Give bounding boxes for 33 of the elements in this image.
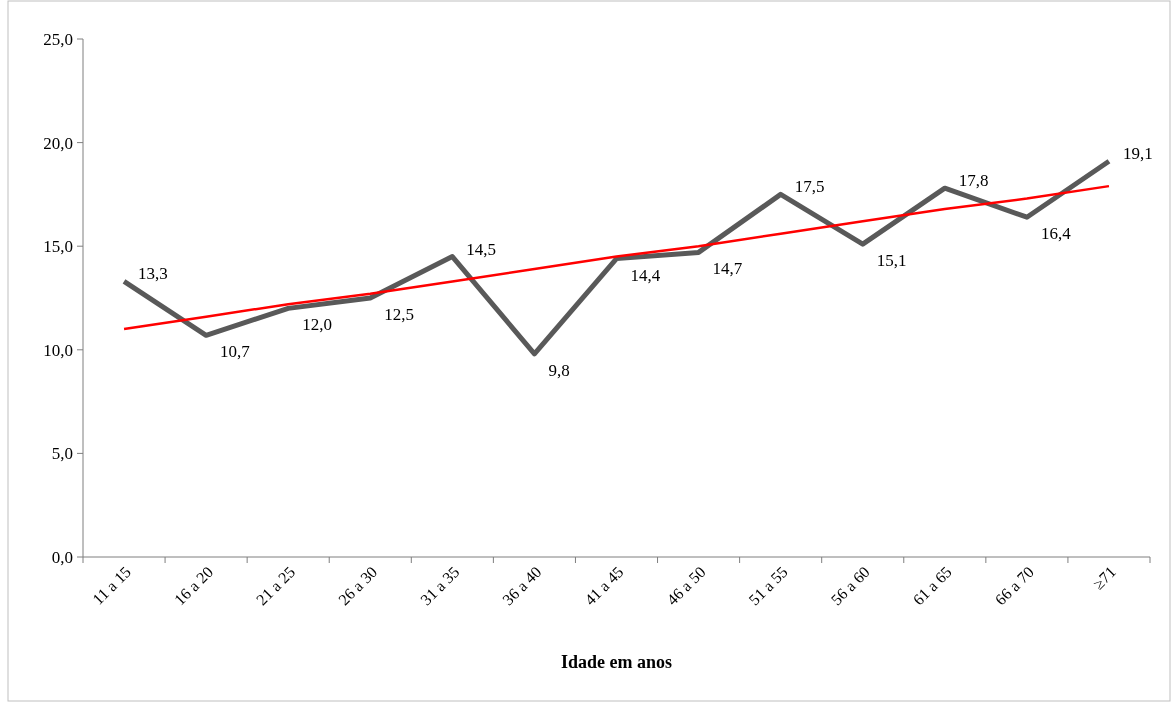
y-tick-label: 20,0 (43, 133, 73, 153)
x-tick-label: 36 a 40 (499, 563, 545, 609)
data-label: 16,4 (1040, 224, 1072, 244)
data-label: 13,3 (138, 264, 168, 284)
y-tick-label: 0,0 (51, 547, 73, 567)
x-tick-label: 66 a 70 (991, 563, 1037, 609)
x-tick-label: 11 a 15 (89, 563, 135, 608)
x-tick-label: 51 a 55 (745, 563, 791, 609)
data-label: 14,7 (712, 259, 743, 279)
x-tick-label: ≥71 (1089, 563, 1120, 593)
data-label: 12,0 (302, 315, 332, 335)
y-tick-label: 5,0 (51, 444, 73, 464)
data-label: 10,7 (220, 342, 251, 362)
x-tick-label: 61 a 65 (909, 563, 955, 609)
x-tick-label: 46 a 50 (663, 563, 709, 609)
data-label: 17,5 (794, 177, 825, 197)
data-label: 15,1 (876, 251, 907, 271)
x-tick-label: 56 a 60 (827, 563, 873, 609)
x-tick-label: 31 a 35 (417, 563, 463, 609)
x-tick-label: 26 a 30 (335, 563, 381, 609)
data-label: 17,8 (958, 171, 989, 191)
data-label: 9,8 (548, 360, 570, 380)
x-tick-label: 41 a 45 (581, 563, 627, 609)
data-label: 14,4 (630, 265, 661, 285)
y-tick-label: 10,0 (43, 340, 73, 360)
data-label: 12,5 (384, 305, 415, 324)
data-label: 19,1 (1122, 144, 1153, 164)
data-label: 14,5 (466, 239, 497, 259)
x-axis-title: Idade em anos (560, 652, 673, 672)
y-tick-label: 25,0 (43, 29, 73, 49)
x-tick-label: 16 a 20 (170, 563, 217, 609)
x-tick-label: 21 a 25 (252, 563, 299, 609)
y-tick-label: 15,0 (43, 237, 73, 257)
